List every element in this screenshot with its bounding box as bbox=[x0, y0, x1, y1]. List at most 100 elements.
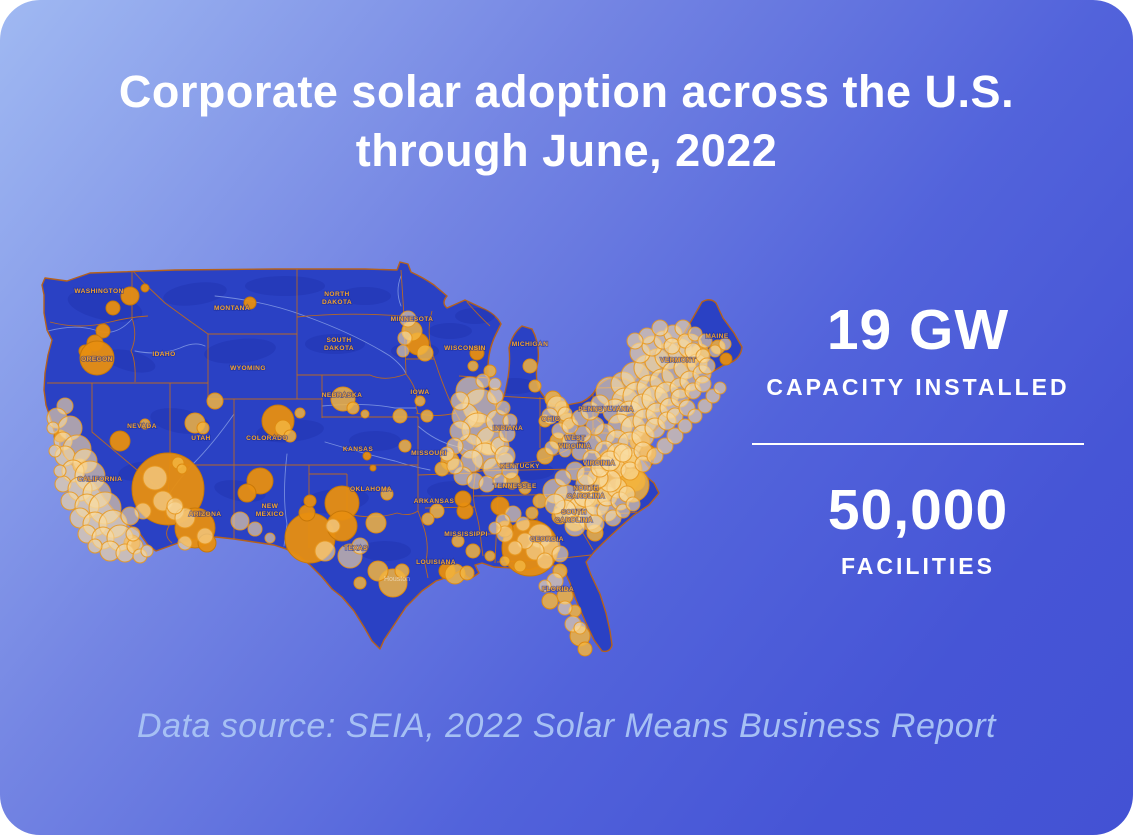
solar-bubble bbox=[450, 391, 470, 411]
solar-bubble bbox=[346, 401, 360, 415]
state-label: TENNESSEE bbox=[493, 483, 537, 490]
solar-bubble bbox=[467, 360, 479, 372]
solar-bubble bbox=[513, 559, 527, 573]
solar-bubble bbox=[79, 340, 115, 376]
state-label: SOUTH DAKOTA bbox=[324, 337, 354, 352]
solar-bubble bbox=[651, 319, 669, 337]
state-label: ARIZONA bbox=[189, 511, 222, 518]
state-label: MISSOURI bbox=[411, 450, 447, 457]
stats-divider bbox=[752, 442, 1084, 445]
us-solar-map: WASHINGTON MONTANA NORTH DAKOTA SOUTH DAKOTA I… bbox=[35, 256, 765, 668]
solar-bubble bbox=[708, 344, 722, 358]
solar-bubble bbox=[483, 364, 497, 378]
solar-bubble bbox=[142, 465, 168, 491]
solar-bubble bbox=[501, 462, 519, 480]
solar-bubble bbox=[247, 521, 263, 537]
solar-bubble bbox=[264, 532, 276, 544]
solar-bubble bbox=[420, 409, 434, 423]
state-label: PENNSYLVANIA bbox=[578, 406, 633, 413]
solar-bubble bbox=[105, 300, 121, 316]
solar-bubble bbox=[518, 481, 532, 495]
solar-bubble bbox=[666, 427, 684, 445]
solar-bubble bbox=[353, 576, 367, 590]
state-label: MINNESOTA bbox=[391, 316, 434, 323]
solar-bubble bbox=[454, 490, 472, 508]
state-label: WISCONSIN bbox=[444, 345, 486, 352]
solar-bubble bbox=[488, 377, 502, 391]
solar-bubble bbox=[46, 421, 60, 435]
solar-bubble bbox=[488, 521, 502, 535]
title-line-1: Corporate solar adoption across the U.S. bbox=[118, 66, 1015, 117]
solar-bubble bbox=[590, 394, 610, 414]
solar-bubble bbox=[243, 296, 257, 310]
solar-bubble bbox=[536, 552, 554, 570]
state-label: MAINE bbox=[705, 333, 728, 340]
solar-bubble bbox=[439, 446, 455, 462]
state-label: KENTUCKY bbox=[500, 463, 540, 470]
solar-bubble bbox=[525, 506, 539, 520]
solar-bubble bbox=[421, 512, 435, 526]
us-map-svg: WASHINGTON MONTANA NORTH DAKOTA SOUTH DAKOTA I… bbox=[41, 261, 743, 657]
solar-bubble bbox=[554, 469, 572, 487]
state-label: WYOMING bbox=[230, 365, 266, 372]
solar-bubble bbox=[446, 457, 464, 475]
state-label: LOUISIANA bbox=[416, 559, 456, 566]
state-label: FLORIDA bbox=[542, 586, 574, 593]
solar-bubble bbox=[697, 398, 713, 414]
solar-bubble bbox=[206, 392, 224, 410]
solar-bubble bbox=[53, 464, 67, 478]
facilities-label: FACILITIES bbox=[841, 553, 995, 580]
solar-bubble bbox=[713, 381, 727, 395]
facilities-value: 50,000 bbox=[827, 477, 1009, 542]
solar-bubble bbox=[139, 418, 151, 430]
state-label: MISSISSIPPI bbox=[444, 531, 488, 538]
solar-bubble bbox=[492, 473, 508, 489]
solar-bubble bbox=[365, 512, 387, 534]
solar-bubble bbox=[551, 545, 569, 563]
state-label: KANSAS bbox=[343, 446, 373, 453]
solar-bubble bbox=[237, 483, 257, 503]
city-label: Houston bbox=[384, 576, 410, 583]
solar-bubble bbox=[360, 409, 370, 419]
solar-bubble bbox=[394, 563, 410, 579]
city-labels: Houston bbox=[384, 576, 410, 583]
solar-bubble bbox=[396, 344, 410, 358]
solar-bubble bbox=[196, 421, 210, 435]
solar-bubble bbox=[522, 358, 538, 374]
data-source-caption: Data source: SEIA, 2022 Solar Means Busi… bbox=[137, 707, 996, 745]
solar-bubble bbox=[125, 526, 141, 542]
solar-bubble bbox=[140, 544, 154, 558]
solar-bubble bbox=[718, 337, 732, 351]
state-label: OREGON bbox=[81, 356, 113, 363]
solar-bubble bbox=[507, 540, 523, 556]
solar-bubble bbox=[294, 407, 306, 419]
solar-bubble bbox=[613, 443, 633, 463]
solar-bubble bbox=[459, 565, 475, 581]
solar-bubble bbox=[564, 515, 586, 537]
solar-bubble bbox=[176, 463, 188, 475]
state-label: NEBRASKA bbox=[322, 392, 363, 399]
state-label: UTAH bbox=[191, 435, 210, 442]
solar-bubble bbox=[283, 429, 297, 443]
solar-bubble bbox=[541, 592, 559, 610]
state-label: WEST VIRGINIA bbox=[559, 435, 592, 450]
solar-bubble bbox=[314, 540, 336, 562]
state-label: GEORGIA bbox=[530, 536, 564, 543]
solar-bubble bbox=[230, 511, 250, 531]
solar-bubble bbox=[502, 413, 518, 429]
capacity-label: CAPACITY INSTALLED bbox=[766, 373, 1070, 400]
solar-bubble bbox=[109, 430, 131, 452]
solar-bubble bbox=[469, 345, 485, 361]
page-title: Corporate solar adoption across the U.S.… bbox=[0, 62, 1133, 181]
state-label: NORTH DAKOTA bbox=[322, 291, 352, 306]
solar-bubble bbox=[120, 506, 140, 526]
solar-bubbles bbox=[46, 283, 733, 657]
solar-bubble bbox=[698, 357, 716, 375]
state-label: VERMONT bbox=[660, 357, 696, 364]
solar-bubble bbox=[325, 518, 341, 534]
state-label: NORTH CAROLINA bbox=[567, 485, 605, 500]
solar-bubble bbox=[495, 400, 511, 416]
title-line-2: through June, 2022 bbox=[355, 125, 778, 177]
state-label: NEVADA bbox=[127, 423, 157, 430]
solar-bubble bbox=[414, 395, 426, 407]
